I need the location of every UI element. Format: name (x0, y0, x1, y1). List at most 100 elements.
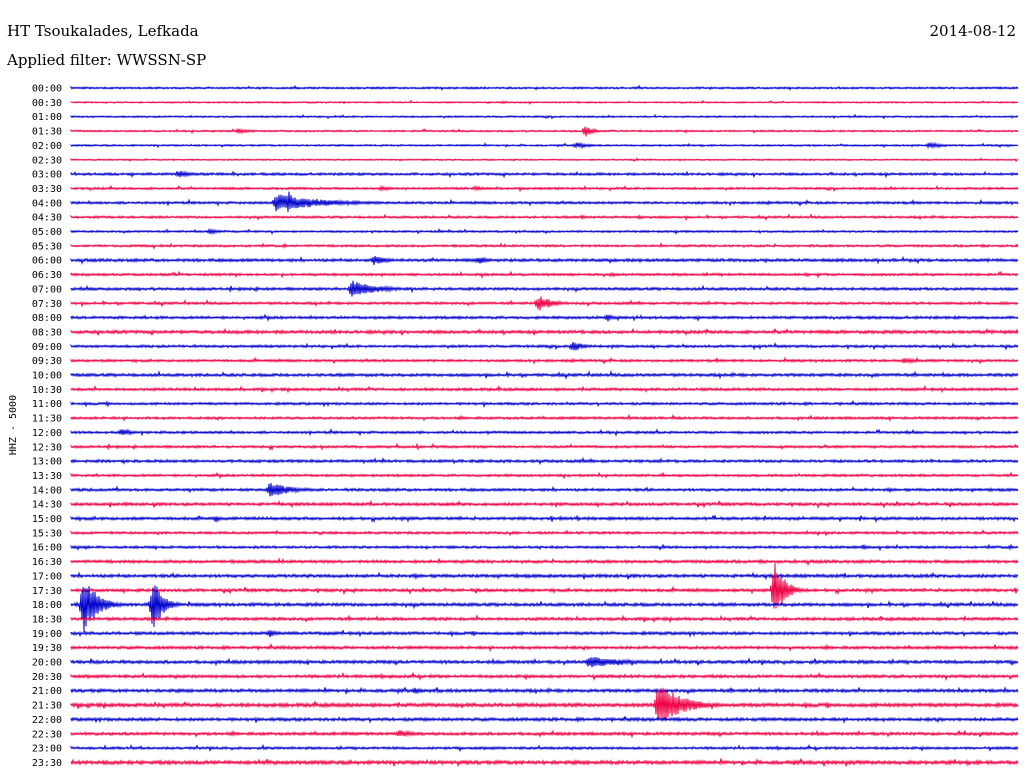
row-label: 10:00 (32, 371, 62, 382)
trace-0600 (70, 255, 1019, 266)
trace-0830 (70, 327, 1019, 337)
trace-0330 (70, 184, 1019, 193)
trace-1400 (70, 482, 1019, 497)
trace-2130 (70, 687, 1019, 721)
row-label: 02:00 (32, 141, 62, 152)
trace-0300 (70, 170, 1019, 179)
row-label: 16:30 (32, 557, 62, 568)
row-label: 03:00 (32, 170, 62, 181)
trace-0930 (70, 356, 1019, 365)
row-label: 06:30 (32, 270, 62, 281)
station-title: HT Tsoukalades, Lefkada (7, 22, 199, 40)
row-label: 12:30 (32, 442, 62, 453)
trace-0500 (70, 227, 1019, 236)
trace-1000 (70, 369, 1019, 380)
trace-0530 (70, 241, 1019, 250)
trace-1300 (70, 456, 1019, 466)
row-label: 01:00 (32, 112, 62, 123)
trace-1200 (70, 428, 1019, 437)
row-label: 22:30 (32, 729, 62, 740)
trace-1730 (70, 562, 1019, 609)
row-label: 19:00 (32, 629, 62, 640)
y-axis-label: HHZ - 5000 (8, 395, 19, 455)
trace-1700 (70, 571, 1019, 581)
row-label: 14:30 (32, 500, 62, 511)
row-label: 18:30 (32, 614, 62, 625)
trace-2230 (70, 729, 1019, 739)
trace-0700 (70, 280, 1019, 297)
trace-0800 (70, 313, 1019, 322)
trace-0130 (70, 126, 1019, 137)
row-label: 03:30 (32, 184, 62, 195)
row-label: 17:00 (32, 571, 62, 582)
trace-1130 (70, 413, 1019, 422)
trace-0000 (70, 84, 1019, 91)
row-label: 05:00 (32, 227, 62, 238)
row-label: 01:30 (32, 127, 62, 138)
trace-2000 (70, 656, 1019, 668)
row-label: 11:30 (32, 414, 62, 425)
date-label: 2014-08-12 (929, 22, 1016, 40)
trace-2200 (70, 715, 1019, 725)
trace-1630 (70, 556, 1019, 567)
row-label: 12:00 (32, 428, 62, 439)
row-label: 18:00 (32, 600, 62, 611)
trace-1600 (70, 543, 1019, 552)
traces (70, 84, 1019, 768)
trace-1830 (70, 614, 1019, 624)
trace-1230 (70, 442, 1019, 452)
trace-0730 (70, 296, 1019, 311)
filter-subtitle: Applied filter: WWSSN-SP (7, 51, 207, 69)
row-label: 17:30 (32, 586, 62, 597)
row-label: 09:00 (32, 342, 62, 353)
trace-1800 (70, 585, 1019, 633)
trace-2300 (70, 743, 1019, 753)
row-label: 09:30 (32, 356, 62, 367)
row-label: 08:30 (32, 327, 62, 338)
trace-1100 (70, 399, 1019, 409)
trace-0430 (70, 213, 1019, 222)
trace-1930 (70, 642, 1019, 653)
row-label: 20:30 (32, 672, 62, 683)
trace-2100 (70, 686, 1019, 696)
trace-0200 (70, 141, 1019, 150)
row-label: 13:00 (32, 457, 62, 468)
row-label: 08:00 (32, 313, 62, 324)
trace-0400 (70, 191, 1019, 212)
trace-1030 (70, 384, 1019, 394)
trace-0900 (70, 341, 1019, 351)
row-label: 23:30 (32, 758, 62, 769)
row-label: 00:00 (32, 84, 62, 95)
row-label: 02:30 (32, 155, 62, 166)
trace-1900 (70, 629, 1019, 638)
row-label: 07:30 (32, 299, 62, 310)
row-label: 05:30 (32, 241, 62, 252)
row-label: 14:00 (32, 485, 62, 496)
trace-1430 (70, 499, 1019, 510)
row-label: 06:00 (32, 256, 62, 267)
trace-0030 (70, 99, 1019, 105)
row-label: 15:00 (32, 514, 62, 525)
row-label: 15:30 (32, 528, 62, 539)
trace-2030 (70, 671, 1019, 682)
row-label: 16:00 (32, 543, 62, 554)
trace-0630 (70, 270, 1019, 279)
trace-0230 (70, 157, 1019, 163)
row-label: 11:00 (32, 399, 62, 410)
row-label: 21:00 (32, 686, 62, 697)
row-label: 04:00 (32, 198, 62, 209)
trace-0100 (70, 113, 1019, 120)
row-labels: 00:00 00:30 01:00 01:30 02:00 02:30 03:00 03:30… (32, 84, 62, 769)
row-label: 10:30 (32, 385, 62, 396)
row-label: 13:30 (32, 471, 62, 482)
row-label: 19:30 (32, 643, 62, 654)
trace-1330 (70, 471, 1019, 480)
row-label: 21:30 (32, 701, 62, 712)
row-label: 00:30 (32, 98, 62, 109)
row-label: 23:00 (32, 744, 62, 755)
trace-2330 (70, 757, 1019, 768)
row-label: 22:00 (32, 715, 62, 726)
row-label: 04:30 (32, 213, 62, 224)
trace-1500 (70, 514, 1019, 524)
